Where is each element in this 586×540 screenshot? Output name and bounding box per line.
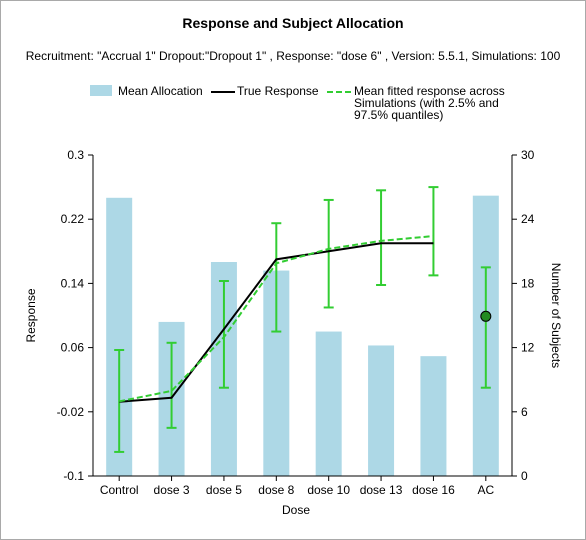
legend-swatch-true-response <box>211 91 235 93</box>
y-tick-label: 0.14 <box>61 276 85 290</box>
legend-label-fitted-line-3: 97.5% quantiles) <box>354 108 444 122</box>
x-tick-label: dose 13 <box>360 483 403 497</box>
x-tick-label: dose 10 <box>307 483 350 497</box>
legend-label-fitted-line-2: Simulations (with 2.5% and <box>354 96 499 110</box>
y2-tick-label: 18 <box>521 276 535 290</box>
legend-swatch-fitted-response <box>327 91 351 93</box>
y-tick-label: 0.22 <box>61 212 85 226</box>
y2-tick-label: 0 <box>521 469 528 483</box>
legend-label-true-response: True Response <box>237 84 319 98</box>
legend: Mean Allocation True Response Mean fitte… <box>0 0 586 130</box>
y-tick-label: 0.06 <box>61 341 85 355</box>
y-tick-label: -0.1 <box>63 469 84 483</box>
y-tick-label: 0.3 <box>67 148 84 162</box>
y2-tick-label: 24 <box>521 212 535 226</box>
legend-label-mean-allocation: Mean Allocation <box>118 84 203 98</box>
chart-subtitle: Recruitment: "Accrual 1" Dropout:"Dropou… <box>25 49 561 63</box>
x-axis-title: Dose <box>282 503 310 517</box>
fitted-response-line <box>118 235 434 403</box>
y-tick-label: -0.02 <box>57 405 85 419</box>
y2-tick-label: 30 <box>521 148 535 162</box>
bar-dose-10 <box>315 331 342 476</box>
true-response-line <box>119 242 434 403</box>
x-tick-label: dose 3 <box>154 483 190 497</box>
legend-label-fitted-line-1: Mean fitted response across <box>354 84 505 98</box>
x-tick-label: dose 8 <box>258 483 294 497</box>
y2-axis-title: Number of Subjects <box>549 263 563 368</box>
bar-dose-16 <box>420 356 447 476</box>
x-tick-label: Control <box>100 483 139 497</box>
y-axis-title: Response <box>24 288 38 342</box>
y2-tick-label: 6 <box>521 405 528 419</box>
legend-swatch-mean-allocation <box>90 85 112 96</box>
x-tick-label: dose 16 <box>412 483 455 497</box>
x-tick-label: dose 5 <box>206 483 242 497</box>
y2-tick-label: 12 <box>521 341 535 355</box>
bar-dose-13 <box>368 345 395 476</box>
chart-title: Response and Subject Allocation <box>182 15 404 31</box>
x-tick-label: AC <box>477 483 494 497</box>
ac-fitted-marker <box>480 310 492 322</box>
